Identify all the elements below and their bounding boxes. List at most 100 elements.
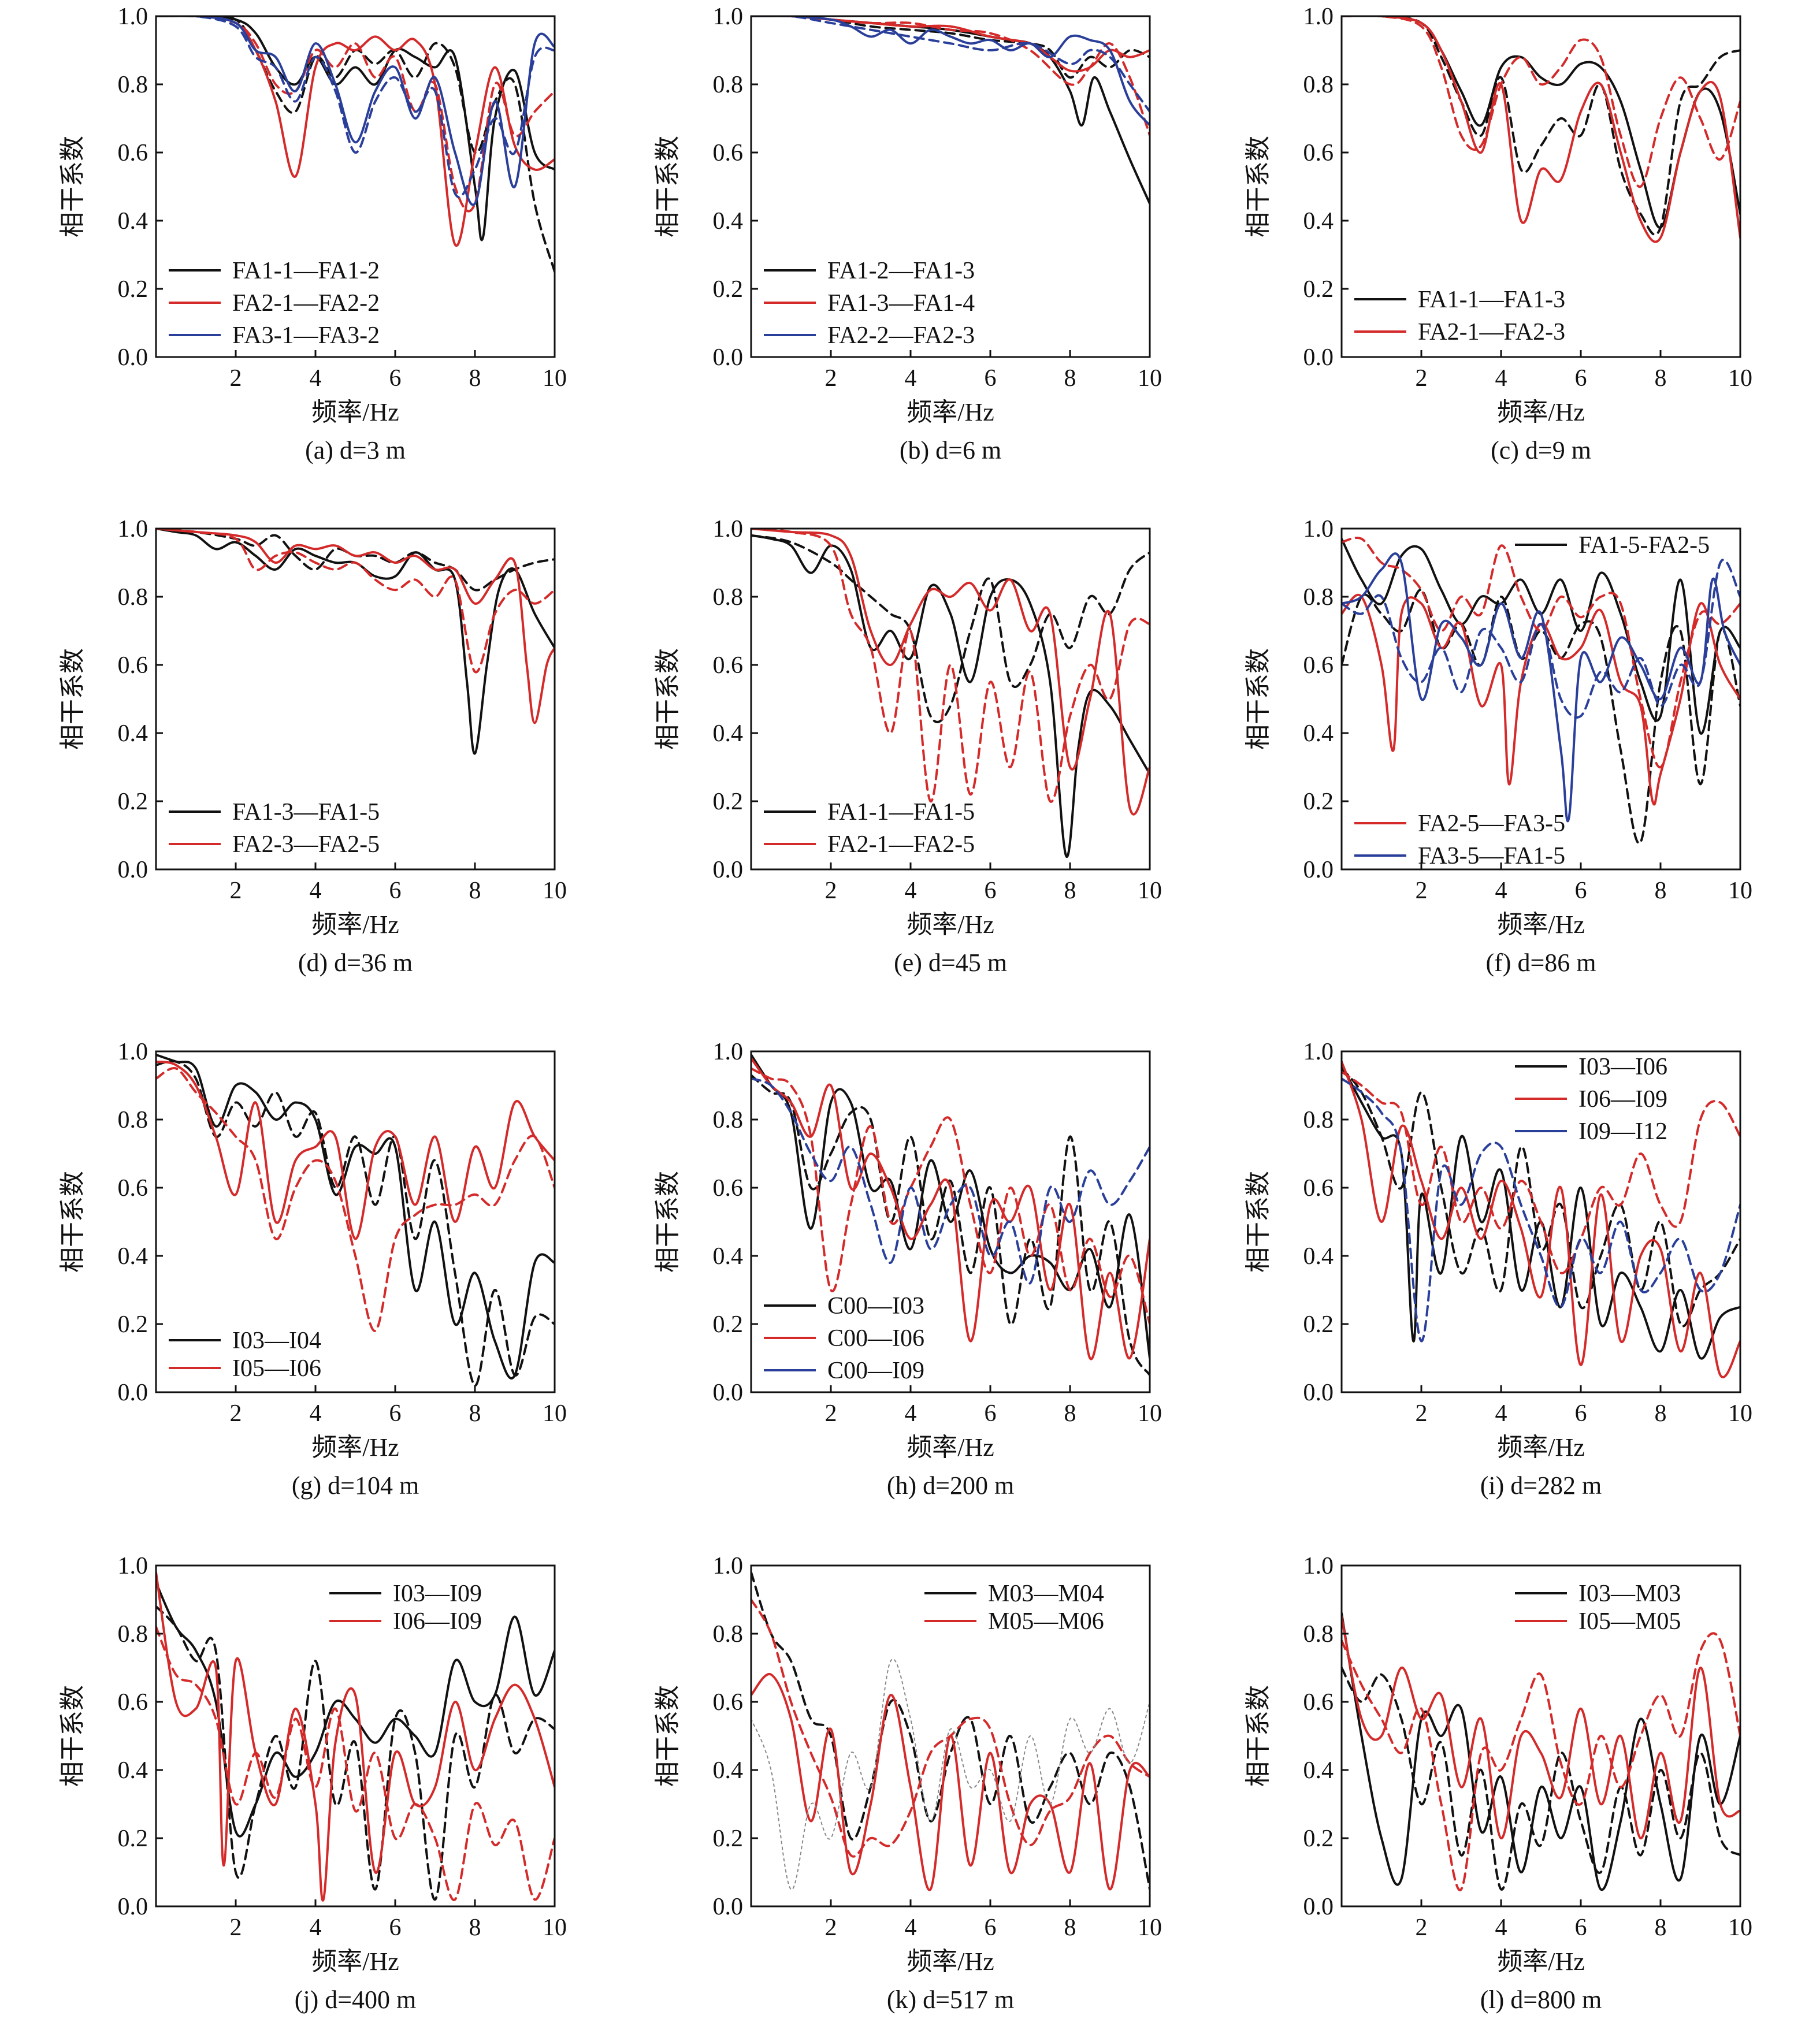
series-line	[1342, 1067, 1740, 1328]
x-tick-label: 4	[310, 365, 322, 392]
legend: FA1-1—FA1-5 FA2-1—FA2-5	[764, 799, 975, 858]
panel-caption: (l) d=800 m	[1480, 1985, 1602, 2014]
x-tick-label: 2	[230, 1914, 242, 1941]
x-tick-label: 8	[1655, 1400, 1667, 1427]
plot-frame	[750, 1050, 1151, 1393]
y-tick-label: 0.0	[713, 1894, 744, 1920]
x-tick-label: 6	[389, 1914, 402, 1941]
x-tick-label: 4	[905, 1914, 917, 1941]
y-tick-label: 0.2	[118, 276, 148, 303]
legend-label: I06—I09	[1578, 1086, 1667, 1113]
legend: C00—I03 C00—I06 C00—I09	[764, 1293, 924, 1384]
y-tick-label: 0.8	[713, 584, 744, 611]
x-axis-label: 频率/Hz	[907, 1947, 994, 1976]
y-tick-label: 0.2	[1303, 276, 1334, 303]
legend-label: C00—I03	[827, 1293, 924, 1319]
x-tick-label: 2	[230, 1400, 242, 1427]
x-tick-label: 10	[1728, 877, 1752, 904]
x-tick-label: 10	[1138, 365, 1162, 392]
y-tick-label: 0.6	[118, 652, 148, 679]
x-tick-label: 10	[543, 877, 567, 904]
x-tick-label: 6	[389, 365, 402, 392]
series-line	[1342, 1060, 1740, 1378]
y-tick-label: 0.6	[713, 140, 744, 166]
series-line	[156, 1060, 555, 1240]
y-axis-label: 相干系数	[58, 1685, 87, 1787]
series-line	[1342, 536, 1740, 768]
series-line	[156, 16, 555, 247]
series-line	[1342, 16, 1740, 229]
y-tick-label: 0.4	[713, 208, 744, 235]
legend-label: M05—M06	[988, 1608, 1104, 1635]
legend-label: FA1-1—FA1-3	[1418, 287, 1565, 313]
x-axis-label: 频率/Hz	[907, 910, 994, 939]
y-axis-label: 相干系数	[1244, 136, 1272, 237]
series-line	[156, 529, 555, 592]
y-tick-label: 1.0	[1303, 1039, 1334, 1065]
plot-frame	[750, 1564, 1151, 1908]
series-line	[1342, 1077, 1740, 1343]
series-line	[751, 1053, 1150, 1359]
x-axis-label: 频率/Hz	[311, 1433, 399, 1462]
y-tick-label: 0.6	[1303, 652, 1334, 679]
y-tick-label: 0.2	[713, 789, 744, 815]
x-tick-label: 6	[985, 1914, 997, 1941]
x-tick-label: 4	[1495, 877, 1507, 904]
series-group	[156, 16, 555, 273]
legend-label: I06—I09	[393, 1608, 482, 1635]
y-tick-label: 0.4	[118, 208, 148, 235]
y-axis-label: 相干系数	[58, 1171, 87, 1273]
plot-frame	[1340, 1564, 1741, 1908]
y-tick-label: 0.4	[118, 720, 148, 747]
y-axis-label: 相干系数	[653, 648, 682, 750]
y-tick-label: 0.0	[118, 1894, 148, 1920]
x-tick-label: 6	[985, 877, 997, 904]
x-tick-label: 8	[1064, 1400, 1076, 1427]
x-axis-label: 频率/Hz	[311, 1947, 399, 1976]
x-axis-label: 频率/Hz	[1497, 1433, 1585, 1462]
y-tick-label: 1.0	[713, 516, 744, 542]
x-tick-label: 6	[1575, 877, 1587, 904]
x-tick-label: 6	[389, 1400, 402, 1427]
y-tick-label: 0.6	[713, 1689, 744, 1716]
x-axis-label: 频率/Hz	[311, 910, 399, 939]
x-tick-label: 4	[1495, 1914, 1507, 1941]
legend-label: I05—I06	[232, 1355, 321, 1382]
legend-label: FA1-1—FA1-2	[232, 258, 380, 284]
series-line	[156, 529, 555, 724]
series-line	[1342, 552, 1740, 823]
y-tick-label: 0.4	[1303, 1243, 1334, 1270]
x-tick-label: 2	[825, 877, 837, 904]
y-tick-label: 0.6	[1303, 140, 1334, 166]
panel-caption: (i) d=282 m	[1480, 1471, 1602, 1500]
series-line	[751, 529, 1150, 816]
x-axis-label: 频率/Hz	[1497, 398, 1585, 426]
y-tick-label: 1.0	[118, 1039, 148, 1065]
plot-frame	[155, 527, 556, 871]
y-axis-label: 相干系数	[653, 136, 682, 237]
y-tick-label: 0.6	[713, 652, 744, 679]
y-tick-label: 0.4	[1303, 1757, 1334, 1784]
x-tick-label: 6	[985, 365, 997, 392]
panel-caption: (b) d=6 m	[900, 436, 1001, 464]
legend-label: FA1-3—FA1-5	[232, 799, 380, 826]
y-tick-label: 0.0	[118, 1380, 148, 1406]
series-group	[751, 16, 1150, 205]
x-tick-label: 2	[825, 1400, 837, 1427]
x-tick-label: 6	[1575, 1914, 1587, 1941]
y-tick-label: 1.0	[118, 3, 148, 30]
x-tick-label: 10	[1138, 877, 1162, 904]
plot-frame	[155, 15, 556, 358]
x-tick-label: 8	[1655, 1914, 1667, 1941]
panel-caption: (f) d=86 m	[1486, 949, 1596, 977]
y-tick-label: 0.6	[1303, 1689, 1334, 1716]
y-tick-label: 0.6	[118, 1689, 148, 1716]
series-line	[156, 1605, 555, 1901]
